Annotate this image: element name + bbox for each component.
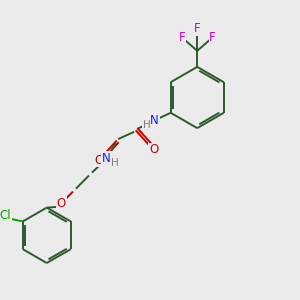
Text: O: O <box>94 154 103 166</box>
Text: H: H <box>111 158 119 168</box>
Text: N: N <box>150 114 159 127</box>
Text: N: N <box>102 152 111 164</box>
Text: F: F <box>209 31 216 44</box>
Text: O: O <box>149 143 158 156</box>
Text: F: F <box>194 22 200 35</box>
Text: F: F <box>178 31 185 44</box>
Text: Cl: Cl <box>0 208 11 221</box>
Text: H: H <box>142 120 150 130</box>
Text: O: O <box>57 197 66 210</box>
